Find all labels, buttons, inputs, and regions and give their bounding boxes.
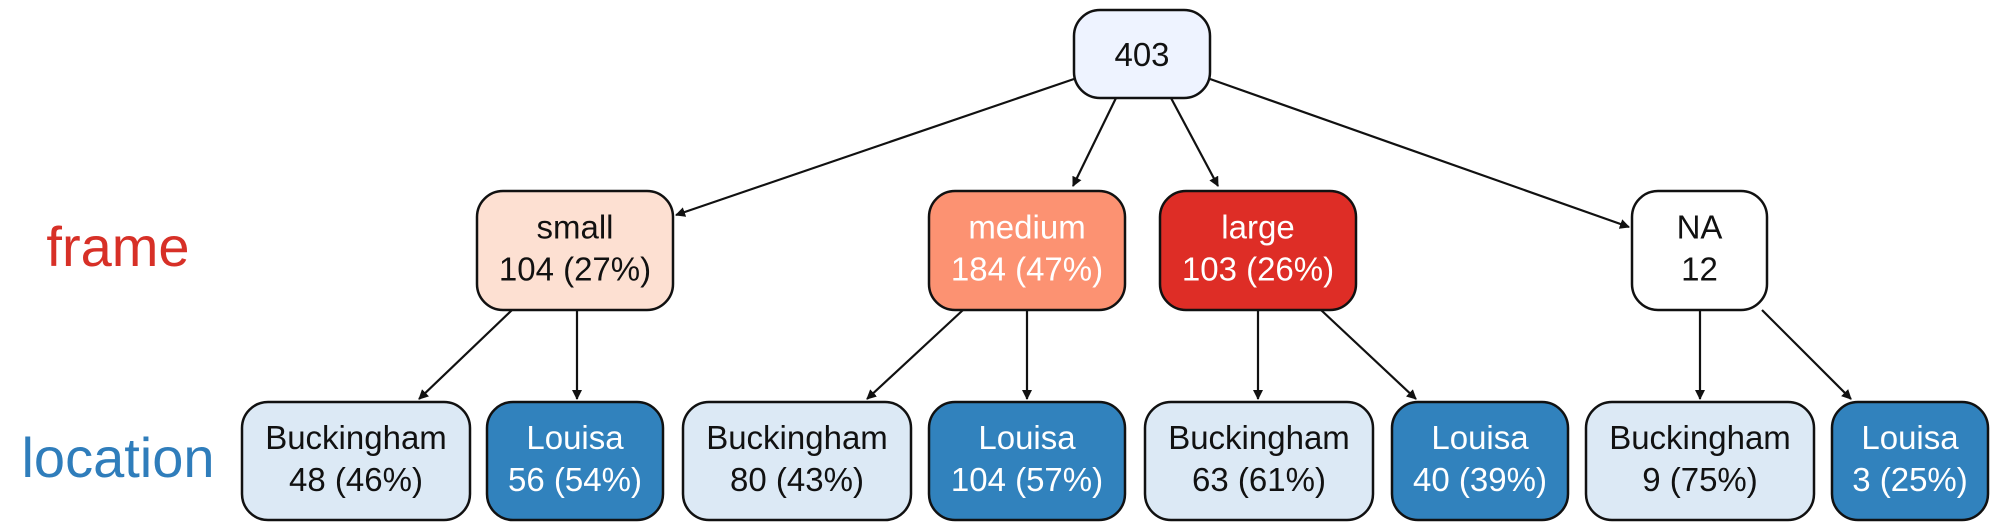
location-node-small-buckingham-box [240, 400, 472, 522]
location-node-medium-louisa-box [927, 400, 1127, 522]
location-node-large-louisa-count: 40 (39%) [1413, 461, 1547, 498]
frame-node-na-label: NA [1677, 209, 1723, 246]
location-node-large-louisa-label: Louisa [1431, 419, 1529, 456]
location-node-small-buckingham-label: Buckingham [265, 419, 447, 456]
edge-root-large [1170, 97, 1219, 187]
frame-node-small-label: small [536, 209, 613, 246]
frame-node-large-box [1158, 189, 1358, 312]
frame-node-medium-box [927, 189, 1127, 312]
frame-node-small-count: 104 (27%) [499, 251, 651, 288]
edge-large-louisa [1320, 309, 1417, 400]
location-node-small-louisa-count: 56 (54%) [508, 461, 642, 498]
location-node-large-buckingham-count: 63 (61%) [1192, 461, 1326, 498]
location-node-na-buckingham-count: 9 (75%) [1642, 461, 1758, 498]
location-node-medium-buckingham-label: Buckingham [706, 419, 888, 456]
edge-na-louisa [1761, 309, 1852, 400]
frame-node-medium-label: medium [968, 209, 1085, 246]
location-node-medium-buckingham-box [681, 400, 913, 522]
root-node-label: 403 [1114, 36, 1169, 73]
frame-node-small-box [475, 189, 675, 312]
location-node-large-louisa-box [1390, 400, 1570, 522]
location-node-large-louisa: Louisa 40 (39%) [1390, 400, 1570, 522]
location-node-na-buckingham: Buckingham 9 (75%) [1584, 400, 1816, 522]
root-node: 403 [1072, 8, 1212, 100]
edge-root-medium [1072, 97, 1117, 187]
frame-node-medium-count: 184 (47%) [951, 251, 1103, 288]
frame-node-large-label: large [1221, 209, 1294, 246]
edge-medium-buckingham [866, 309, 964, 400]
frame-node-large: large 103 (26%) [1158, 189, 1358, 312]
root-node-box [1072, 8, 1212, 100]
location-node-na-louisa-label: Louisa [1861, 419, 1959, 456]
location-node-small-buckingham: Buckingham 48 (46%) [240, 400, 472, 522]
location-node-na-louisa-box [1830, 400, 1990, 522]
location-node-na-louisa: Louisa 3 (25%) [1830, 400, 1990, 522]
location-node-small-louisa: Louisa 56 (54%) [485, 400, 665, 522]
edge-root-na [1209, 77, 1630, 229]
level-label-location: location [21, 426, 214, 489]
frame-node-na-count: 12 [1681, 251, 1718, 288]
location-node-na-buckingham-label: Buckingham [1609, 419, 1791, 456]
location-node-medium-louisa-label: Louisa [978, 419, 1076, 456]
location-node-na-buckingham-box [1584, 400, 1816, 522]
frame-node-small: small 104 (27%) [475, 189, 675, 312]
nodes-layer: 403 small 104 (27%) medium 184 (47%) large 103… [240, 8, 1990, 522]
location-node-small-louisa-label: Louisa [526, 419, 624, 456]
location-node-small-louisa-box [485, 400, 665, 522]
location-node-large-buckingham-box [1143, 400, 1375, 522]
frame-node-na: NA 12 [1630, 189, 1769, 312]
edges-layer [418, 77, 1852, 400]
location-node-medium-louisa: Louisa 104 (57%) [927, 400, 1127, 522]
location-node-medium-buckingham: Buckingham 80 (43%) [681, 400, 913, 522]
edge-small-buckingham [418, 309, 513, 400]
level-label-frame: frame [46, 215, 189, 278]
location-node-large-buckingham-label: Buckingham [1168, 419, 1350, 456]
frame-node-na-box [1630, 189, 1769, 312]
level-labels: frame location [21, 215, 214, 489]
location-node-medium-buckingham-count: 80 (43%) [730, 461, 864, 498]
edge-root-small [675, 77, 1075, 217]
location-node-medium-louisa-count: 104 (57%) [951, 461, 1103, 498]
location-node-na-louisa-count: 3 (25%) [1852, 461, 1968, 498]
location-node-small-buckingham-count: 48 (46%) [289, 461, 423, 498]
frame-node-medium: medium 184 (47%) [927, 189, 1127, 312]
location-node-large-buckingham: Buckingham 63 (61%) [1143, 400, 1375, 522]
frame-node-large-count: 103 (26%) [1182, 251, 1334, 288]
